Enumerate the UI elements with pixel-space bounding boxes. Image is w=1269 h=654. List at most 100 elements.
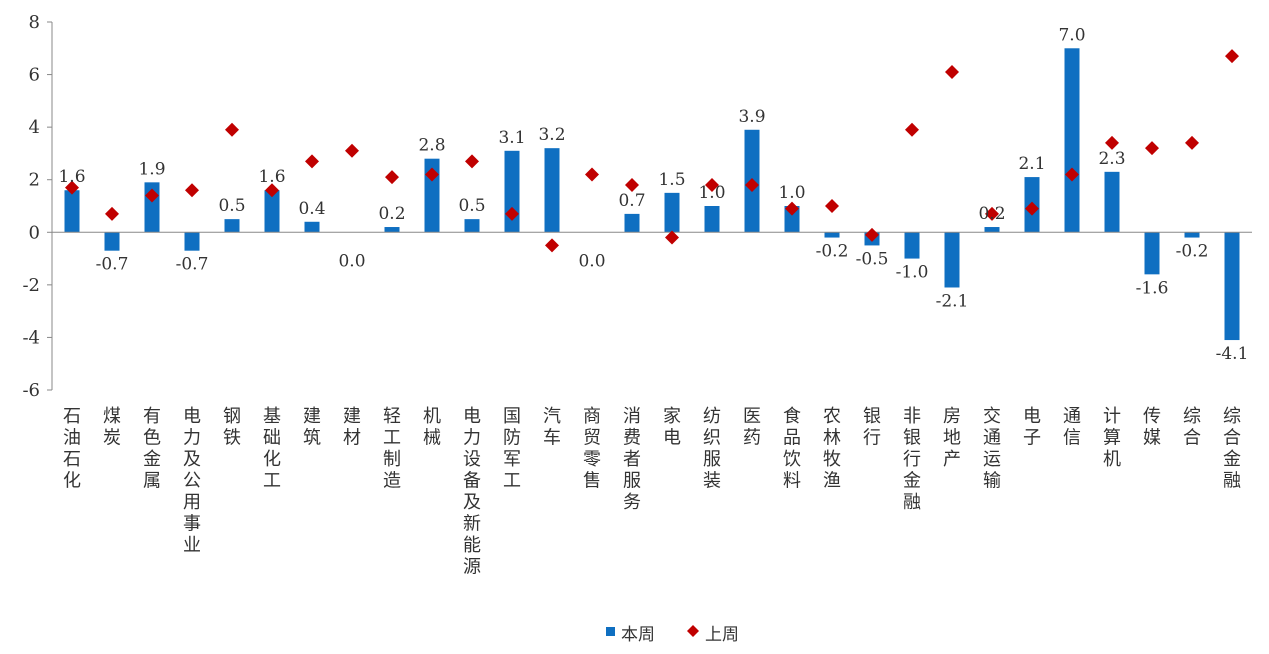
y-tick-label: -4 <box>22 327 40 348</box>
data-label: 0.5 <box>458 196 485 216</box>
marker-point <box>785 201 799 216</box>
marker-point <box>665 230 679 245</box>
bar <box>304 221 320 233</box>
y-tick-label: -6 <box>22 380 40 401</box>
data-label: 7.0 <box>1058 25 1085 45</box>
x-tick-label: 汽车 <box>543 406 561 449</box>
data-label: -0.7 <box>176 255 209 275</box>
bar <box>1104 171 1120 233</box>
x-tick-label: 煤炭 <box>103 406 121 449</box>
marker-point <box>1025 201 1039 216</box>
marker-point <box>865 227 879 242</box>
x-tick-label: 综合金融 <box>1223 406 1241 492</box>
marker-point <box>545 238 559 253</box>
marker-point <box>225 122 239 137</box>
data-label: -1.0 <box>896 263 929 283</box>
marker-point <box>265 183 279 198</box>
data-label: -0.2 <box>1176 242 1209 262</box>
x-tick-label: 国防军工 <box>503 406 521 492</box>
data-label: 0.2 <box>978 204 1005 224</box>
x-tick-label: 农林牧渔 <box>823 406 841 492</box>
marker-series <box>65 49 1239 253</box>
marker-point <box>1145 141 1159 156</box>
x-tick-label: 非银行金融 <box>903 406 921 513</box>
marker-point <box>345 143 359 158</box>
data-label: -4.1 <box>1216 344 1249 364</box>
data-label: 1.6 <box>258 167 285 187</box>
marker-point <box>625 177 639 192</box>
bar <box>904 232 920 259</box>
x-tick-label: 传媒 <box>1143 406 1161 449</box>
data-label: 0.5 <box>218 196 245 216</box>
x-tick-label: 银行 <box>863 406 881 449</box>
bar <box>944 232 960 288</box>
data-label: 3.2 <box>538 125 565 145</box>
data-label: 2.3 <box>1098 149 1125 169</box>
x-tick-label: 建筑 <box>303 406 321 449</box>
data-label: 0.0 <box>338 251 365 271</box>
bar <box>1184 232 1200 238</box>
data-label: 0.0 <box>578 251 605 271</box>
marker-point <box>1225 49 1239 64</box>
data-label: 1.6 <box>58 167 85 187</box>
bar <box>264 190 280 233</box>
x-tick-label: 家电 <box>663 406 681 449</box>
x-tick-label: 医药 <box>743 406 761 449</box>
bar <box>384 227 400 233</box>
x-tick-label: 基础化工 <box>263 406 281 492</box>
marker-point <box>1105 135 1119 150</box>
marker-point <box>105 206 119 221</box>
data-labels: 1.6 -0.7 1.9 -0.7 0.5 1.6 0.4 0.0 0.2 2.8 0.5 3.1 3.… <box>58 25 1248 364</box>
bar <box>544 148 560 233</box>
data-label: 1.9 <box>138 159 165 179</box>
bar <box>1064 48 1080 233</box>
legend-swatch-bar <box>606 627 615 636</box>
marker-point <box>745 177 759 192</box>
bar <box>64 190 80 233</box>
data-label: 1.0 <box>698 183 725 203</box>
marker-point <box>465 154 479 169</box>
marker-point <box>145 188 159 203</box>
marker-point <box>1065 167 1079 182</box>
marker-point <box>305 154 319 169</box>
bar <box>464 219 480 233</box>
x-tick-label: 机械 <box>423 406 441 449</box>
x-tick-label: 建材 <box>343 406 361 449</box>
bar <box>224 219 240 233</box>
x-tick-label: 电力及公用事业 <box>183 406 201 556</box>
data-label: 0.7 <box>618 191 645 211</box>
bar <box>624 213 640 233</box>
marker-point <box>905 122 919 137</box>
marker-point <box>585 167 599 182</box>
y-tick-label: 2 <box>29 170 40 191</box>
data-label: 2.1 <box>1018 154 1045 174</box>
y-tick-label: 4 <box>29 117 40 138</box>
x-tick-label: 房地产 <box>943 406 961 470</box>
x-tick-label: 计算机 <box>1103 406 1121 470</box>
y-tick-label: 6 <box>29 65 40 86</box>
x-tick-label: 纺织服装 <box>703 406 721 492</box>
legend-label-bar: 本周 <box>621 625 655 645</box>
bar <box>664 192 680 233</box>
legend-swatch-diamond <box>687 625 699 637</box>
marker-point <box>1185 135 1199 150</box>
x-tick-label: 商贸零售 <box>583 406 601 492</box>
bar <box>184 232 200 251</box>
x-tick-label: 电子 <box>1023 406 1041 449</box>
data-label: 2.8 <box>418 136 445 156</box>
data-label: -2.1 <box>936 291 969 311</box>
legend: 本周 上周 <box>606 625 739 645</box>
marker-point <box>945 64 959 79</box>
data-label: 1.0 <box>778 183 805 203</box>
data-label: -0.5 <box>856 249 889 269</box>
bar-series <box>64 48 1240 341</box>
bar <box>824 232 840 238</box>
marker-point <box>985 206 999 221</box>
marker-point <box>185 183 199 198</box>
x-tick-label: 消费者服务 <box>623 406 641 513</box>
y-tick-label: -2 <box>22 275 40 296</box>
x-tick-label: 综合 <box>1183 406 1201 449</box>
bar <box>984 227 1000 233</box>
